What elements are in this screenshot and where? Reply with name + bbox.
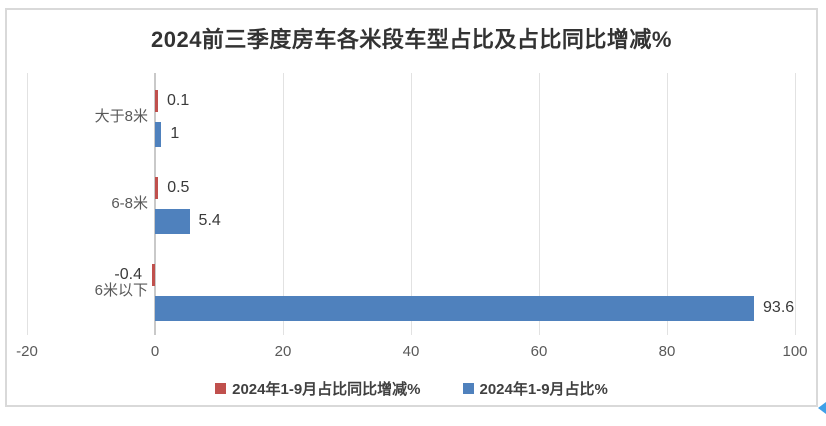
- zero-axis-line: [154, 73, 156, 335]
- data-label-share: 5.4: [198, 212, 221, 229]
- gridline: [410, 73, 412, 335]
- legend: 2024年1-9月占比同比增减% 2024年1-9月占比%: [5, 378, 818, 399]
- x-tick-label: 60: [530, 343, 548, 360]
- legend-label-change: 2024年1-9月占比同比增减%: [232, 381, 421, 398]
- bar-change: [155, 177, 159, 199]
- chart-title: 2024前三季度房车各米段车型占比及占比同比增减%: [150, 27, 672, 52]
- category-label: 大于8米: [94, 107, 148, 125]
- data-label-change: 0.1: [167, 91, 190, 109]
- x-tick-label: 40: [402, 343, 420, 360]
- legend-label-share: 2024年1-9月占比%: [479, 381, 608, 398]
- bar-share: [155, 121, 162, 147]
- gridline: [26, 73, 28, 335]
- x-tick-label: 0: [150, 343, 160, 360]
- data-label-change: 0.5: [167, 179, 190, 196]
- legend-item-share: 2024年1-9月占比%: [462, 378, 608, 399]
- legend-item-change: 2024年1-9月占比同比增减%: [215, 378, 421, 399]
- x-tick-label: 100: [782, 343, 808, 360]
- gridline: [282, 73, 284, 335]
- bar-share: [155, 209, 190, 234]
- category-label: 6米以下: [94, 282, 148, 300]
- gridline: [666, 73, 668, 335]
- data-label-change: -0.4: [114, 266, 142, 284]
- legend-swatch-change-icon: [215, 383, 227, 394]
- data-label-share: 1: [170, 124, 180, 142]
- x-tick-label: 80: [658, 343, 676, 360]
- gridline: [794, 73, 796, 335]
- legend-swatch-share-icon: [462, 383, 474, 394]
- x-tick-label: 20: [274, 343, 292, 360]
- chart-frame: [5, 8, 818, 407]
- bar-share: [155, 296, 755, 322]
- bar-change: [155, 89, 158, 112]
- resize-handle-artifact: [818, 402, 826, 414]
- gridline: [538, 73, 540, 335]
- category-label: 6-8米: [111, 195, 148, 212]
- x-tick-label: -20: [16, 343, 38, 360]
- data-label-share: 93.6: [763, 299, 795, 317]
- bar-change: [152, 264, 155, 287]
